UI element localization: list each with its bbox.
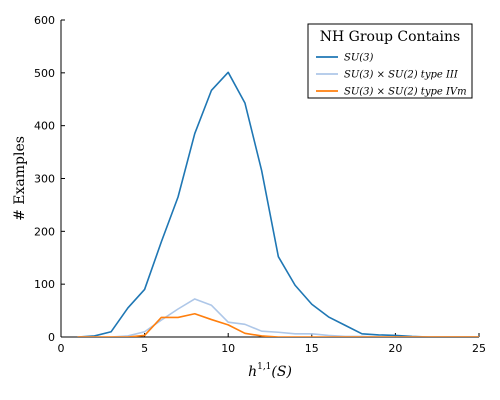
y-tick-label: 400 xyxy=(34,120,55,133)
y-tick-label: 0 xyxy=(48,331,55,344)
legend-box xyxy=(307,23,473,99)
y-tick-label: 300 xyxy=(34,173,55,186)
y-tick-label: 200 xyxy=(34,225,55,238)
series-line-1 xyxy=(77,71,479,337)
y-tick-label: 100 xyxy=(34,278,55,291)
series-layer xyxy=(77,71,479,337)
y-tick-label: 600 xyxy=(34,14,55,27)
x-axis-label-main: h xyxy=(248,364,257,380)
x-axis-label: h1,1(S) xyxy=(248,362,292,380)
x-tick-label: 10 xyxy=(221,342,235,355)
x-tick-label: 0 xyxy=(58,342,65,355)
x-tick-label: 25 xyxy=(472,342,486,355)
series-line-3 xyxy=(77,312,479,337)
series-line-2 xyxy=(77,298,479,337)
x-axis-label-tail: (S) xyxy=(271,364,292,380)
y-axis-label: # Examples xyxy=(12,136,28,221)
x-axis-label-sup: 1,1 xyxy=(257,362,271,372)
legend-label-1: SU(3) xyxy=(344,53,374,64)
legend-label-3: SU(3) × SU(2) type IVm xyxy=(344,87,467,98)
y-tick-label: 500 xyxy=(34,67,55,80)
x-tick-label: 15 xyxy=(305,342,319,355)
legend-title: NH Group Contains xyxy=(320,29,460,45)
x-tick-label: 20 xyxy=(388,342,402,355)
x-ticks: 0 5 10 15 20 25 xyxy=(58,333,486,355)
x-tick-label: 5 xyxy=(141,342,148,355)
legend-label-2: SU(3) × SU(2) type III xyxy=(344,70,459,81)
y-ticks: 0 100 200 300 400 500 600 xyxy=(34,14,65,344)
legend-items: SU(3) SU(3) × SU(2) type III SU(3) × SU(2)… xyxy=(316,53,467,98)
legend: NH Group Contains SU(3) SU(3) × SU(2) typ… xyxy=(307,23,473,99)
